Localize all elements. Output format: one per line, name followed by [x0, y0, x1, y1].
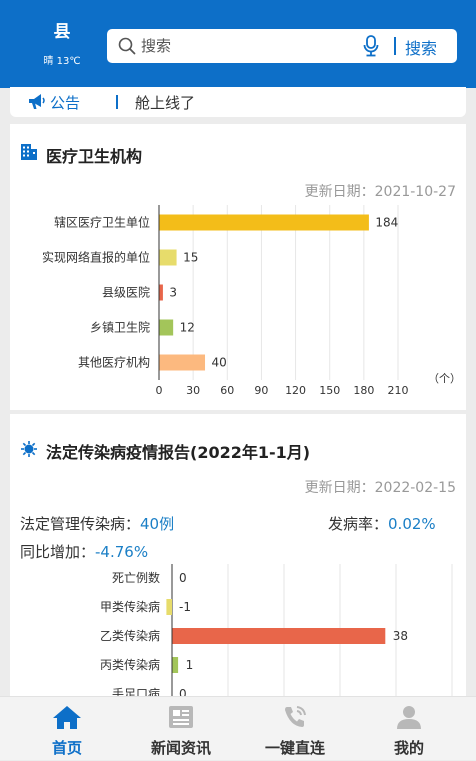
phone-icon	[285, 706, 306, 727]
disease-value-label: 1	[186, 658, 194, 672]
yoy-stat: 同比增加：-4.76%	[20, 541, 148, 562]
notice-text[interactable]: 舱上线了	[135, 94, 196, 112]
building-icon	[21, 144, 37, 160]
medical-category-label: 实现网络直报的单位	[42, 250, 150, 265]
disease-bar	[172, 628, 386, 644]
disease-category-label: 乙类传染病	[100, 628, 160, 643]
tab-direct-connect-label: 一键直连	[264, 739, 325, 757]
medical-institutions-card: 医疗卫生机构 更新日期：2021-10-27 0 30 60 90 120 150 180 2…	[10, 124, 466, 410]
search-input[interactable]	[141, 34, 351, 58]
medical-bar	[159, 249, 177, 266]
notice-label: 公告	[50, 94, 81, 112]
search-bar: 搜索	[107, 29, 457, 63]
medical-title: 医疗卫生机构	[46, 147, 143, 166]
medical-value-label: 12	[180, 321, 195, 335]
bottom-tab-bar: 首页 新闻资讯 一键直连 我的	[0, 696, 476, 760]
disease-category-label: 手足口病	[112, 686, 160, 696]
legal-disease-value: 40例	[140, 515, 175, 533]
legal-disease-stat: 法定管理传染病：40例	[20, 513, 174, 534]
medical-x-tick: 120	[285, 384, 306, 397]
medical-updated: 更新日期：2021-10-27	[304, 184, 456, 200]
disease-updated: 更新日期：2022-02-15	[304, 480, 456, 496]
search-button[interactable]: 搜索	[405, 39, 438, 58]
weather-text: 晴 13℃	[43, 56, 81, 67]
medical-x-tick: 30	[186, 384, 200, 397]
incidence-value: 0.02%	[388, 515, 436, 533]
medical-x-tick: 210	[388, 384, 409, 397]
incidence-stat: 发病率：0.02%	[328, 513, 436, 534]
tab-news[interactable]: 新闻资讯	[126, 697, 236, 761]
tab-mine[interactable]: 我的	[354, 697, 464, 761]
disease-category-label: 甲类传染病	[100, 599, 160, 614]
top-header: 县 晴 13℃ 搜索	[0, 0, 476, 88]
tab-mine-label: 我的	[393, 739, 424, 757]
medical-bar	[159, 319, 174, 336]
search-icon	[118, 37, 136, 55]
disease-chart: 死亡例数 0 甲类传染病 -1 乙类传染病 38 丙类传染病 1 手足口病 0	[100, 564, 453, 696]
medical-category-label: 乡镇卫生院	[90, 321, 150, 335]
microphone-icon[interactable]	[363, 35, 379, 57]
virus-icon	[21, 441, 37, 457]
yoy-label: 同比增加：	[20, 543, 96, 561]
tab-direct-connect[interactable]: 一键直连	[240, 697, 350, 761]
disease-value-label: 0	[179, 571, 187, 585]
medical-value-label: 184	[375, 216, 398, 230]
disease-title: 法定传染病疫情报告(2022年1-1月)	[46, 443, 311, 462]
medical-category-label: 其他医疗机构	[78, 355, 150, 370]
medical-value-label: 3	[169, 286, 177, 300]
medical-bar	[159, 214, 369, 231]
notice-bar[interactable]: 公告 舱上线了	[10, 87, 466, 117]
home-icon	[53, 706, 81, 729]
tab-home[interactable]: 首页	[12, 697, 122, 761]
disease-value-label: 38	[393, 629, 408, 643]
search-divider	[394, 37, 396, 55]
medical-x-tick: 150	[319, 384, 340, 397]
county-name: 县	[53, 22, 71, 42]
medical-value-label: 40	[212, 356, 227, 370]
tab-news-label: 新闻资讯	[150, 739, 211, 757]
medical-x-tick: 90	[254, 384, 268, 397]
incidence-label: 发病率：	[328, 515, 389, 533]
tab-home-label: 首页	[51, 739, 82, 757]
notice-divider	[116, 95, 118, 109]
disease-category-label: 死亡例数	[112, 570, 160, 585]
user-icon	[397, 706, 421, 729]
disease-value-label: -1	[179, 600, 191, 614]
medical-bar	[159, 284, 163, 301]
infectious-disease-card: 法定传染病疫情报告(2022年1-1月) 更新日期：2022-02-15 法定管…	[10, 414, 466, 696]
medical-bar	[159, 354, 206, 371]
medical-value-label: 15	[183, 251, 198, 265]
legal-disease-label: 法定管理传染病：	[20, 515, 141, 533]
yoy-value: -4.76%	[95, 543, 149, 561]
medical-category-label: 县级医院	[102, 286, 150, 300]
medical-chart: 0 30 60 90 120 150 180 210 辖区医疗卫生单位 184 实现网络直报的单位 1…	[42, 205, 409, 397]
location-weather[interactable]: 县 晴 13℃	[30, 22, 94, 67]
medical-x-tick: 60	[220, 384, 234, 397]
megaphone-icon	[29, 94, 45, 109]
disease-bar	[172, 657, 179, 673]
medical-category-label: 辖区医疗卫生单位	[54, 215, 150, 230]
disease-bar	[166, 599, 172, 615]
medical-x-tick: 0	[156, 384, 163, 397]
medical-x-tick: 180	[353, 384, 374, 397]
disease-value-label: 0	[179, 687, 187, 696]
disease-category-label: 丙类传染病	[100, 657, 160, 672]
news-icon	[169, 706, 193, 728]
medical-unit: （个）	[428, 372, 461, 385]
